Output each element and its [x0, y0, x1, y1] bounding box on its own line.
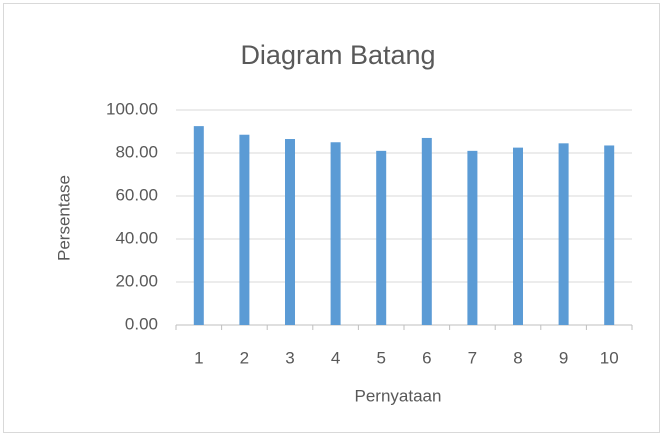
- x-tick-label: 3: [285, 348, 294, 367]
- x-tick-label: 4: [331, 348, 340, 367]
- bar: [558, 143, 569, 325]
- bar: [604, 145, 615, 325]
- x-tick-label: 10: [600, 348, 619, 367]
- bar: [330, 142, 341, 325]
- y-tick-label: 40.00: [115, 228, 158, 247]
- bar: [239, 134, 250, 325]
- y-tick-label: 100.00: [106, 99, 158, 118]
- x-tick-label: 1: [194, 348, 203, 367]
- x-axis-label: Pernyataan: [355, 386, 442, 405]
- bar: [467, 150, 478, 325]
- bar: [285, 139, 295, 325]
- x-tick-label: 9: [559, 348, 568, 367]
- bar: [193, 126, 204, 325]
- chart-title: Diagram Batang: [240, 40, 435, 70]
- x-tick-label: 8: [513, 348, 522, 367]
- x-tick-label: 6: [422, 348, 431, 367]
- y-tick-label: 0.00: [125, 314, 158, 333]
- y-tick-label: 20.00: [115, 271, 158, 290]
- bar: [421, 137, 432, 325]
- x-tick-label: 7: [468, 348, 477, 367]
- bar: [513, 147, 523, 325]
- bar: [376, 150, 387, 325]
- x-tick-label: 2: [240, 348, 249, 367]
- x-tick-label: 5: [376, 348, 385, 367]
- y-tick-label: 80.00: [115, 142, 158, 161]
- y-tick-label: 60.00: [115, 185, 158, 204]
- y-axis-label: Persentase: [54, 175, 73, 261]
